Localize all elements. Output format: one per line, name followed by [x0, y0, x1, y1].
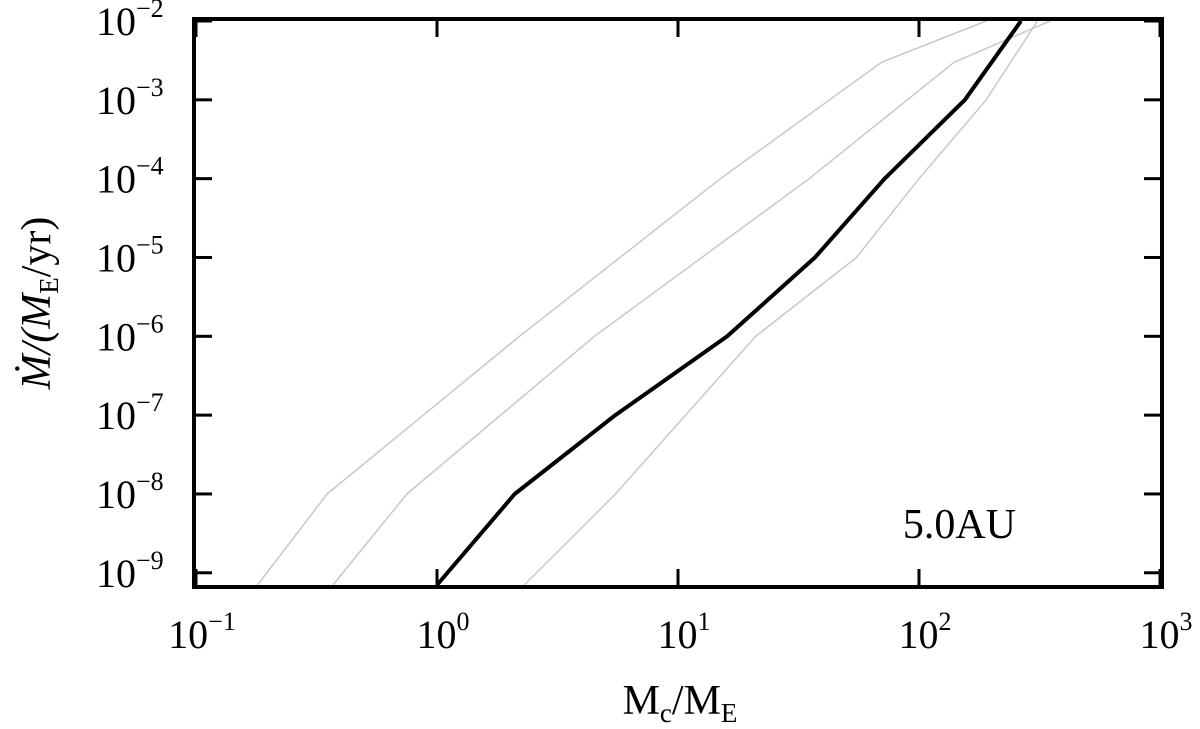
- x-axis-label: Mc/ME: [623, 678, 738, 728]
- label-layer: 10−1 100 101 102 103 10−9 10−8 10−7 10−6 10−5 10−4…: [96, 0, 1193, 657]
- y-tick-label-7: 10−3: [96, 73, 164, 123]
- x-axis-label-mid: /M: [672, 678, 721, 724]
- y-tick-label-2: 10−8: [96, 467, 164, 517]
- y-tick-label-1: 10−9: [96, 546, 164, 596]
- x-tick-label-1: 10−1: [168, 607, 236, 657]
- tick-layer: [194, 19, 1162, 585]
- series-line-1: [256, 20, 987, 586]
- y-tick-label-3: 10−7: [96, 388, 164, 438]
- series-line-2: [332, 20, 1051, 586]
- annotation-label: 5.0AU: [903, 502, 1016, 548]
- y-axis-label: Ṁ/(ME/yr): [14, 217, 64, 391]
- series-line-4: [523, 20, 1039, 586]
- y-axis-label-pre: Ṁ/(M: [14, 292, 60, 391]
- x-tick-label-5: 103: [1140, 607, 1193, 657]
- plot-frame: [192, 17, 1164, 589]
- series-layer: [256, 19, 1051, 587]
- x-tick-label-2: 100: [417, 607, 470, 657]
- y-tick-label-4: 10−6: [96, 309, 164, 359]
- y-tick-label-6: 10−4: [96, 152, 164, 202]
- x-tick-label-3: 101: [658, 607, 711, 657]
- y-axis-label-sub: E: [34, 277, 64, 294]
- x-axis-label-sub1: c: [660, 698, 672, 728]
- series-line-3: [435, 19, 1023, 587]
- y-tick-label-8: 10−2: [96, 0, 164, 44]
- x-axis-label-main: M: [623, 678, 660, 724]
- y-tick-label-5: 10−5: [96, 230, 164, 280]
- x-axis-label-sub2: E: [721, 698, 738, 728]
- y-axis-label-post: /yr): [14, 217, 60, 278]
- x-tick-label-4: 102: [899, 607, 952, 657]
